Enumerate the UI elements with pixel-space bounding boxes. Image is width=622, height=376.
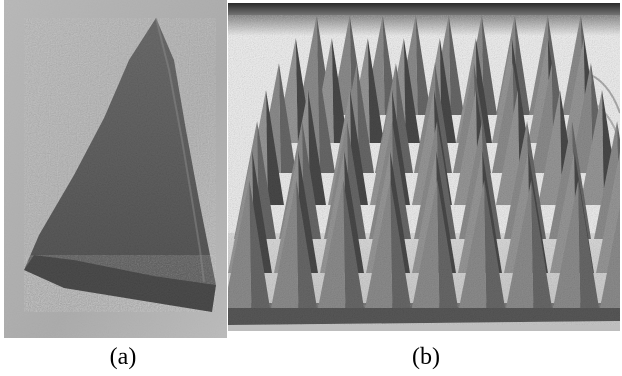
foam-pyramid-face	[308, 90, 326, 205]
foam-pyramid-face	[318, 180, 346, 308]
caption-a: (a)	[109, 344, 137, 370]
foam-pyramid-face	[538, 90, 562, 205]
foam-pyramid-face	[412, 180, 440, 308]
foam-pyramid-face	[228, 180, 252, 308]
foam-pyramid-face	[564, 38, 586, 143]
foam-pyramid-face	[496, 90, 520, 205]
foam-pyramid-face	[481, 15, 497, 115]
pyramid-base-edge	[24, 255, 216, 312]
foam-pyramid-face	[553, 180, 581, 308]
foam-pyramid-face	[271, 180, 299, 308]
absorber-array-photo	[228, 3, 620, 331]
pyramid-face	[24, 18, 216, 312]
photo-panel-a	[4, 0, 227, 338]
foam-pyramid-face	[382, 15, 398, 115]
foam-pyramid-face	[249, 180, 270, 308]
foam-pyramid-face	[266, 90, 284, 205]
foam-pyramid-face	[415, 15, 431, 115]
single-pyramid-photo	[4, 0, 227, 338]
foam-pyramid-face	[459, 180, 487, 308]
photo-panel-b	[228, 3, 620, 331]
foam-pyramid-face	[257, 121, 276, 239]
foam-pyramid-face	[600, 206, 620, 308]
foam-pyramid-face	[506, 180, 534, 308]
foam-pyramid-face	[448, 15, 464, 115]
caption-b: (b)	[412, 344, 440, 370]
pyramid-ridge	[155, 17, 205, 283]
foam-pyramid-face	[580, 90, 604, 205]
foam-pyramid-face	[531, 63, 554, 173]
foam-base	[228, 303, 620, 325]
foam-pyramid-face	[365, 180, 393, 308]
foam-pyramid-face	[484, 180, 505, 308]
